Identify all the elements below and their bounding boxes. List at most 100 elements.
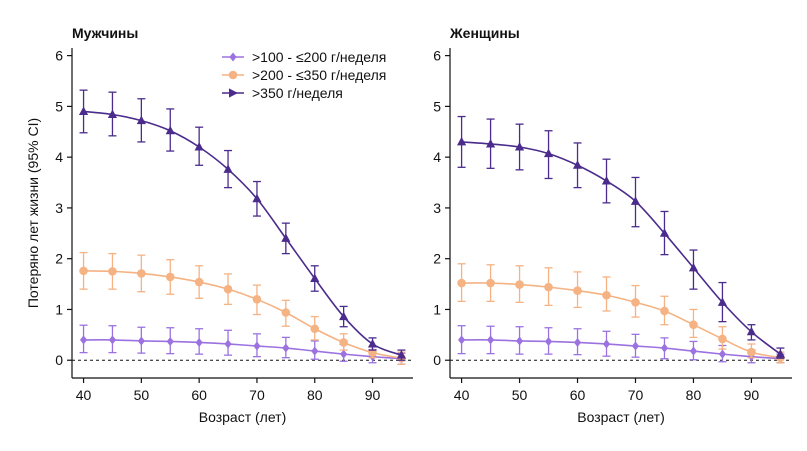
panel-title: Женщины	[449, 25, 520, 41]
data-point-circle	[281, 308, 291, 317]
legend-marker-triangle	[229, 88, 238, 98]
data-point-triangle	[659, 228, 670, 237]
x-tick-label: 90	[744, 387, 760, 403]
data-point-circle	[573, 286, 582, 295]
data-point-triangle	[688, 262, 699, 272]
data-point-triangle	[367, 338, 378, 348]
data-point-diamond	[253, 341, 261, 351]
y-tick-label: 5	[55, 98, 63, 114]
data-point-diamond	[457, 335, 466, 345]
data-point-circle	[718, 334, 727, 344]
y-tick-label: 4	[433, 149, 441, 165]
data-point-circle	[223, 284, 233, 294]
x-tick-label: 50	[134, 387, 150, 403]
data-point-circle	[165, 272, 175, 282]
series-line	[461, 282, 781, 359]
data-point-triangle	[456, 136, 467, 146]
y-tick-label: 0	[433, 352, 441, 368]
data-point-circle	[194, 277, 204, 287]
series-line	[461, 339, 781, 360]
data-point-diamond	[137, 336, 145, 346]
legend-label: >100 - ≤200 г/неделя	[252, 49, 386, 65]
data-point-diamond	[282, 343, 290, 353]
data-point-triangle	[775, 349, 786, 358]
data-point-diamond	[195, 337, 203, 347]
data-point-triangle	[165, 125, 175, 135]
data-point-circle	[310, 324, 320, 334]
y-tick-label: 0	[55, 352, 63, 368]
y-tick-label: 3	[55, 200, 63, 216]
x-axis-label: Возраст (лет)	[577, 409, 665, 425]
y-tick-label: 6	[55, 48, 63, 64]
data-point-circle	[108, 267, 117, 276]
legend-item: >350 г/неделя	[222, 85, 343, 101]
x-tick-label: 70	[249, 387, 265, 403]
data-point-triangle	[339, 311, 349, 321]
data-point-circle	[602, 290, 611, 300]
data-point-diamond	[486, 335, 495, 345]
data-point-triangle	[630, 196, 641, 205]
data-point-triangle	[252, 193, 262, 203]
y-tick-label: 1	[55, 301, 63, 317]
x-tick-label: 40	[76, 387, 92, 403]
x-tick-label: 50	[512, 387, 528, 403]
series-triangle	[78, 89, 407, 361]
data-point-triangle	[485, 138, 496, 148]
data-point-circle	[660, 306, 669, 316]
legend-marker-diamond	[229, 52, 237, 62]
series-line	[83, 339, 402, 360]
data-point-circle	[515, 280, 524, 289]
series-circle	[457, 263, 785, 364]
data-point-triangle	[746, 326, 757, 336]
data-point-triangle	[78, 106, 89, 115]
data-point-diamond	[224, 339, 232, 349]
legend-item: >200 - ≤350 г/неделя	[222, 67, 386, 83]
x-tick-label: 60	[191, 387, 207, 403]
data-point-circle	[457, 278, 466, 288]
y-axis-label: Потеряно лет жизни (95% CI)	[25, 118, 41, 308]
y-tick-label: 2	[433, 251, 441, 267]
legend-label: >350 г/неделя	[252, 85, 343, 101]
legend-marker-circle	[228, 70, 238, 80]
x-tick-label: 40	[454, 387, 470, 403]
x-tick-label: 80	[307, 387, 323, 403]
chart-legend: >100 - ≤200 г/неделя >200 - ≤350 г/неделя…	[222, 49, 386, 101]
data-point-diamond	[660, 343, 669, 353]
data-point-triangle	[107, 109, 118, 119]
x-tick-label: 60	[570, 387, 586, 403]
data-point-triangle	[717, 297, 728, 306]
data-point-circle	[689, 320, 698, 329]
data-point-triangle	[223, 164, 233, 173]
panel-men: Мужчины 0 1 2 3 4 5 6 40 50 60 70 80 90 Возраст (лет) П…	[25, 25, 413, 425]
data-point-diamond	[515, 336, 524, 346]
data-point-circle	[486, 278, 495, 288]
data-point-circle	[252, 295, 262, 304]
data-point-circle	[137, 269, 146, 278]
y-tick-label: 4	[55, 149, 63, 165]
x-tick-label: 80	[686, 387, 702, 403]
data-point-triangle	[572, 160, 583, 169]
x-axis-label: Возраст (лет)	[199, 409, 287, 425]
y-tick-label: 6	[433, 48, 441, 64]
data-point-diamond	[689, 346, 698, 356]
legend-label: >200 - ≤350 г/неделя	[252, 67, 386, 83]
data-point-diamond	[718, 349, 727, 359]
data-point-circle	[747, 347, 756, 357]
data-point-diamond	[544, 336, 553, 346]
data-point-diamond	[631, 341, 640, 351]
y-tick-label: 2	[55, 251, 63, 267]
panel-women: Женщины 0 1 2 3 4 5 6 40 50 60 70 80 90 Возраст (лет)	[433, 25, 792, 425]
data-point-diamond	[79, 335, 88, 345]
y-tick-label: 3	[433, 200, 441, 216]
series-circle	[79, 251, 406, 365]
y-tick-label: 5	[433, 98, 441, 114]
data-point-diamond	[108, 335, 117, 345]
data-point-triangle	[194, 142, 204, 151]
series-line	[83, 110, 402, 356]
legend-item: >100 - ≤200 г/неделя	[222, 49, 386, 65]
data-point-triangle	[136, 115, 146, 125]
data-point-diamond	[340, 349, 348, 359]
data-point-diamond	[573, 337, 582, 347]
data-point-circle	[544, 282, 553, 292]
